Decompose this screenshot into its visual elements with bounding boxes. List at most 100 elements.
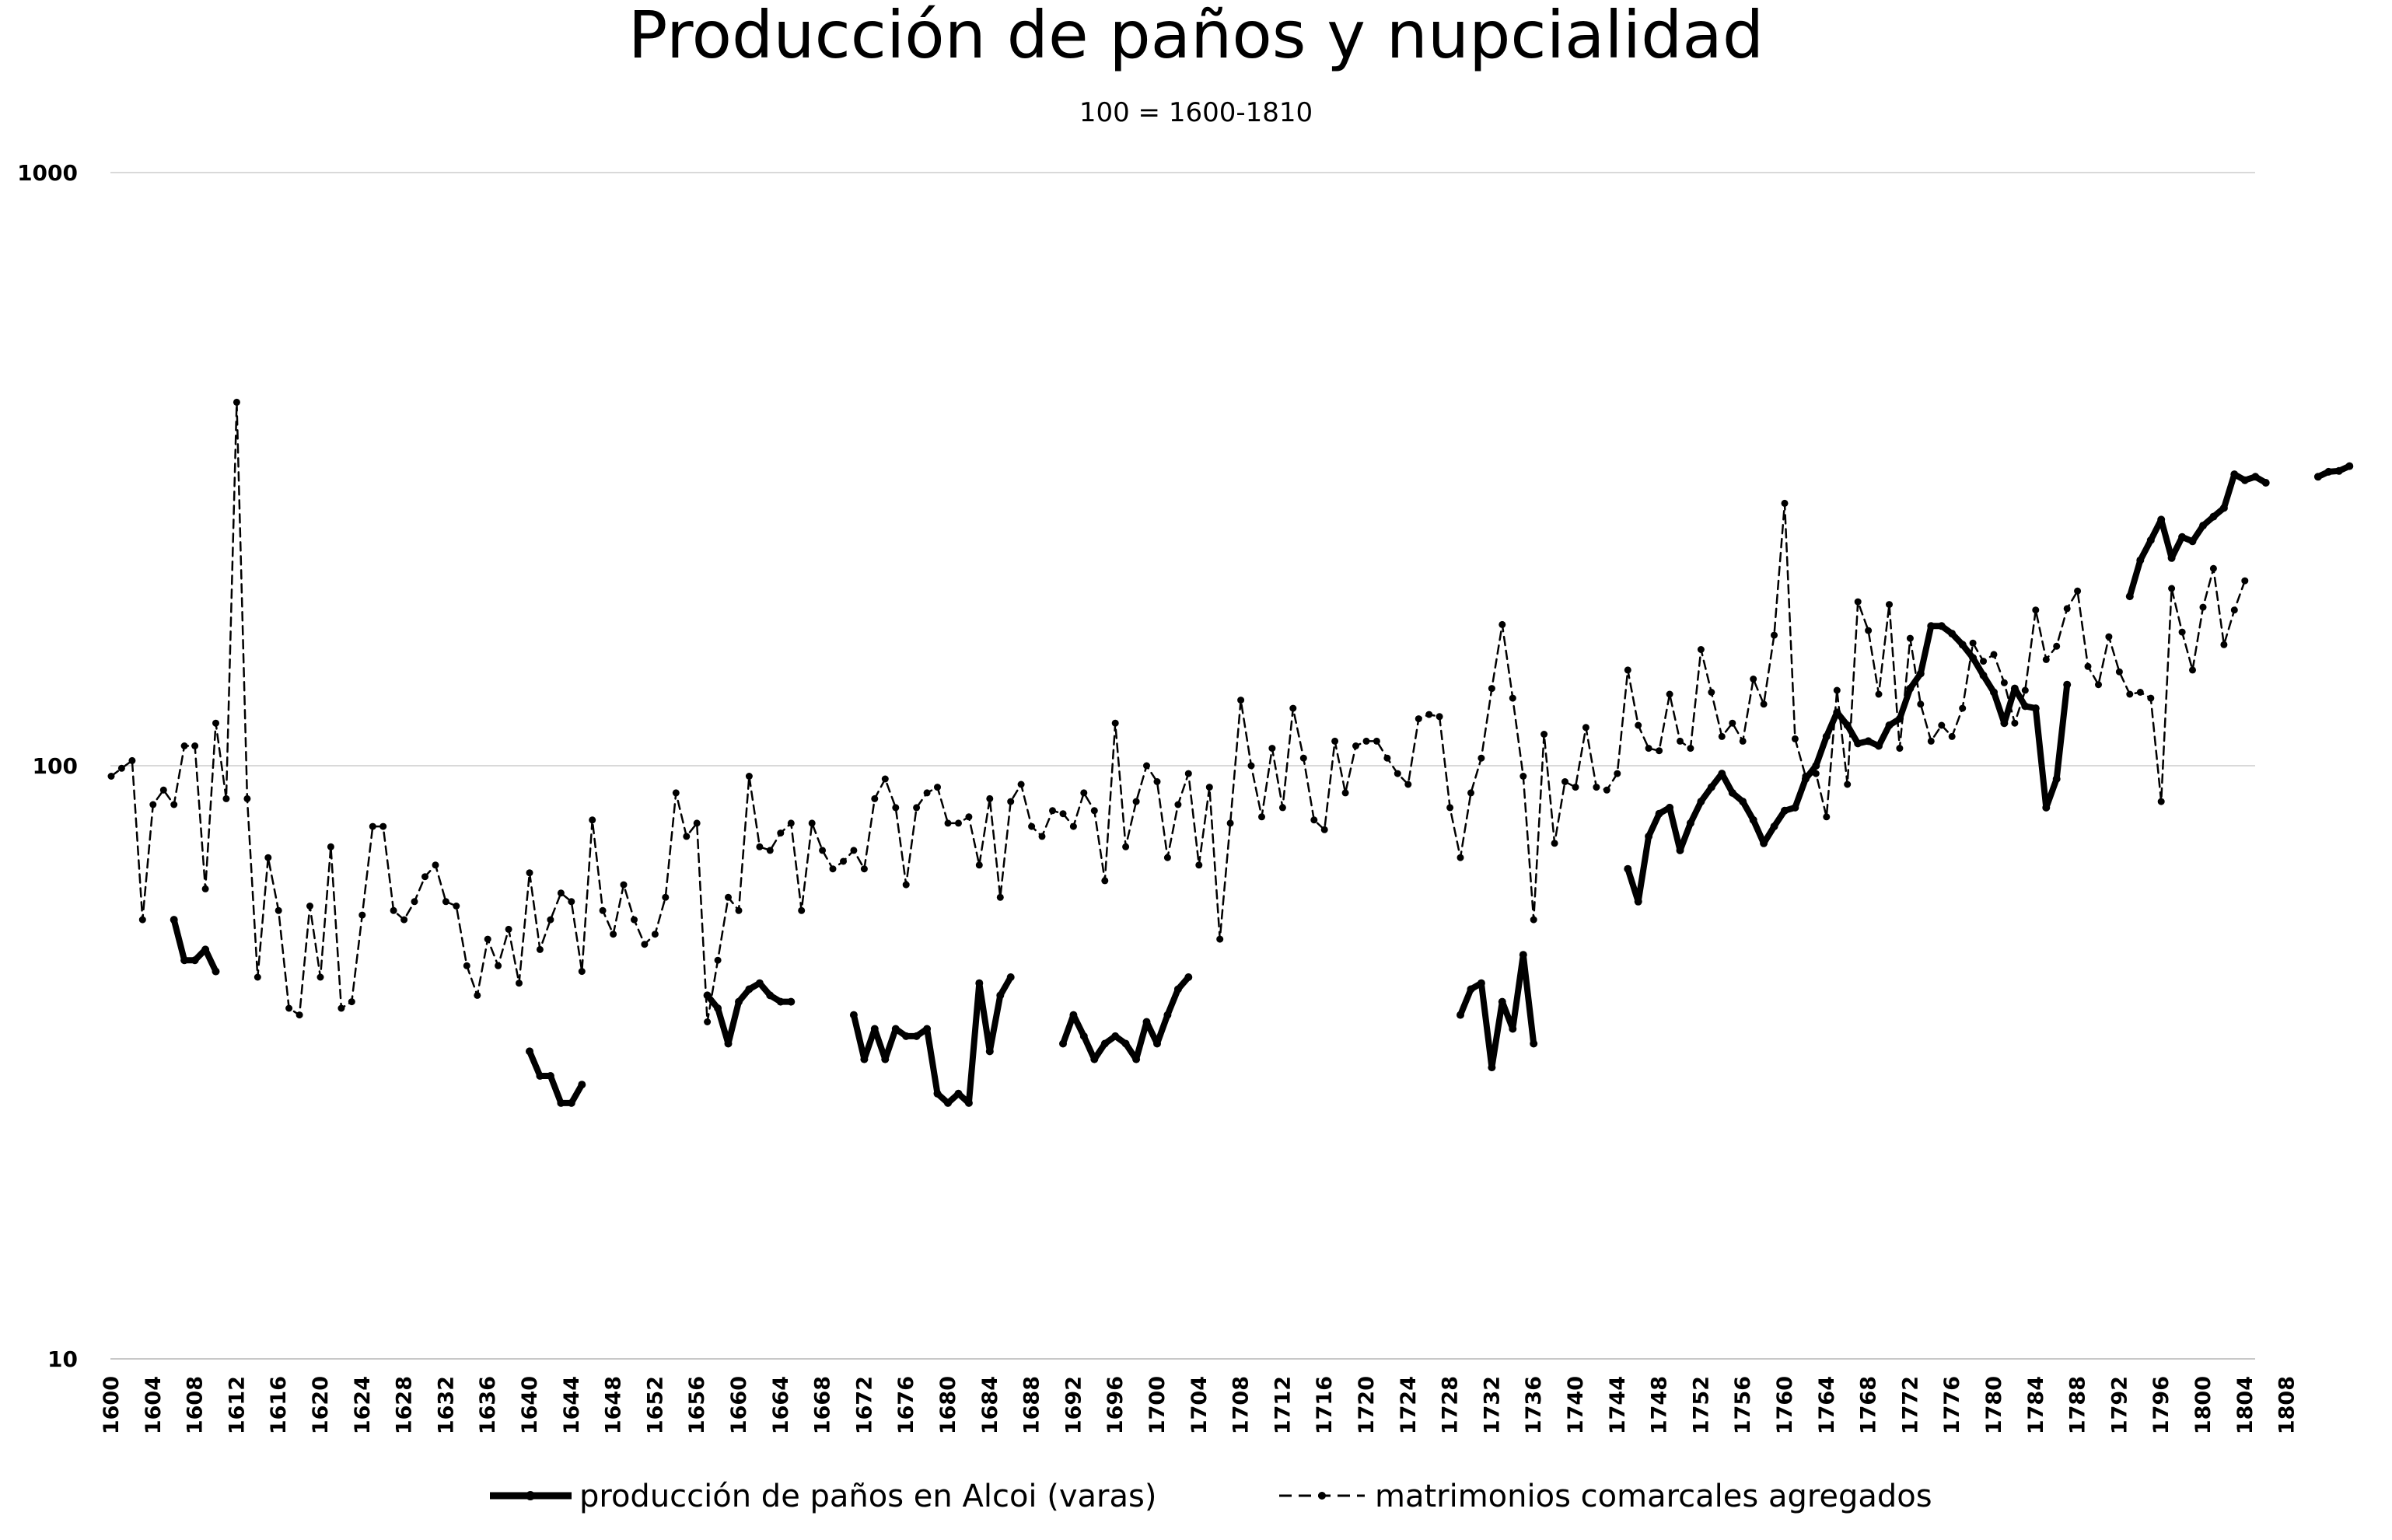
production-point-1759	[1770, 822, 1778, 831]
marriages-point-1632	[442, 898, 449, 906]
marriages-point-1697	[1122, 843, 1130, 850]
marriages-point-1647	[599, 906, 607, 914]
marriages-point-1600	[107, 773, 115, 780]
marriages-point-1642	[547, 916, 554, 924]
production-point-1640	[526, 1047, 533, 1056]
marriages-point-1801	[2209, 564, 2217, 572]
marriages-point-1655	[683, 833, 691, 840]
x-tick-label-1800: 1800	[2191, 1376, 2215, 1434]
marriages-point-1727	[1436, 713, 1443, 721]
marriages-point-1636	[484, 935, 491, 943]
production-point-1756	[1739, 798, 1747, 806]
marriages-point-1758	[1760, 700, 1768, 708]
marriages-point-1672	[860, 865, 868, 873]
marriages-point-1734	[1509, 694, 1516, 702]
production-point-1787	[2063, 680, 2072, 689]
marriages-point-1746	[1635, 721, 1642, 729]
x-tick-label-1640: 1640	[518, 1376, 542, 1434]
marriages-point-1737	[1540, 731, 1548, 738]
legend: producción de paños en Alcoi (varas) mat…	[490, 1479, 1932, 1514]
marriages-point-1771	[1896, 745, 1904, 753]
marriages-point-1798	[2178, 628, 2186, 636]
marriages-point-1708	[1237, 697, 1245, 704]
x-tick-label-1764: 1764	[1815, 1376, 1839, 1434]
marriages-point-1694	[1090, 807, 1098, 815]
x-tick-label-1708: 1708	[1229, 1376, 1254, 1434]
production-point-1799	[2188, 537, 2197, 546]
marriages-point-1629	[411, 898, 418, 906]
marriages-point-1782	[2011, 719, 2019, 727]
legend-marker-marriages	[1318, 1492, 1326, 1500]
production-point-1659	[724, 1039, 733, 1048]
production-point-1804	[2240, 476, 2249, 484]
marriages-point-1686	[1007, 798, 1015, 805]
marriages-point-1716	[1320, 826, 1328, 833]
production-point-1780	[1990, 688, 1998, 697]
marriages-point-1676	[902, 881, 910, 889]
marriages-point-1625	[369, 822, 376, 830]
x-tick-label-1616: 1616	[267, 1376, 291, 1434]
marriages-point-1704	[1195, 861, 1203, 869]
marriages-point-1701	[1163, 854, 1171, 861]
marriages-point-1772	[1906, 634, 1914, 642]
marriages-point-1764	[1823, 813, 1831, 821]
marriages-point-1690	[1049, 807, 1056, 815]
marriages-point-1691	[1059, 810, 1067, 818]
production-point-1681	[954, 1089, 963, 1098]
x-tick-label-1716: 1716	[1313, 1376, 1337, 1434]
marriages-point-1770	[1886, 601, 1893, 609]
marriages-point-1601	[117, 764, 125, 772]
marriages-point-1793	[2126, 690, 2134, 698]
x-tick-label-1700: 1700	[1145, 1376, 1170, 1434]
production-point-1769	[1875, 742, 1883, 750]
marriages-point-1751	[1687, 745, 1694, 753]
production-point-1700	[1153, 1039, 1161, 1048]
marriages-point-1760	[1781, 499, 1789, 507]
marriages-point-1607	[180, 742, 188, 749]
x-tick-label-1628: 1628	[393, 1376, 417, 1434]
marriages-point-1616	[275, 906, 282, 914]
production-point-1695	[1100, 1039, 1109, 1048]
production-point-1678	[923, 1025, 932, 1033]
marriages-point-1755	[1729, 719, 1736, 727]
production-point-1730	[1467, 985, 1475, 993]
x-tick-label-1776: 1776	[1940, 1376, 1964, 1434]
marriages-point-1623	[348, 998, 355, 1006]
marriages-point-1684	[986, 794, 994, 802]
x-tick-label-1680: 1680	[936, 1376, 960, 1434]
production-point-1753	[1707, 783, 1715, 791]
production-point-1752	[1697, 798, 1705, 806]
marriages-point-1741	[1582, 724, 1589, 732]
production-point-1751	[1686, 819, 1694, 827]
x-tick-label-1608: 1608	[184, 1376, 208, 1434]
marriages-point-1618	[296, 1011, 303, 1019]
marriages-point-1728	[1446, 804, 1454, 812]
marriages-point-1617	[285, 1004, 293, 1012]
production-point-1702	[1173, 985, 1182, 993]
x-tick-label-1624: 1624	[351, 1376, 375, 1434]
marriages-point-1682	[965, 813, 973, 821]
marriages-point-1748	[1656, 747, 1663, 755]
marriages-point-1776	[1948, 732, 1956, 740]
production-point-1813	[2334, 466, 2343, 475]
marriages-point-1680	[944, 819, 952, 827]
marriages-point-1688	[1028, 822, 1036, 830]
marriages-point-1626	[379, 822, 387, 830]
production-point-1671	[849, 1011, 858, 1019]
marriages-point-1731	[1478, 754, 1485, 762]
legend-item-marriages: matrimonios comarcales agregados	[1279, 1479, 1932, 1514]
production-point-1755	[1728, 788, 1736, 797]
production-point-1642	[546, 1072, 554, 1080]
marriages-point-1792	[2115, 668, 2123, 676]
series-layer	[107, 398, 2354, 1107]
marriages-point-1763	[1812, 770, 1820, 777]
marriages-point-1689	[1038, 833, 1046, 840]
production-point-1684	[985, 1047, 994, 1056]
marriages-point-1742	[1593, 784, 1600, 791]
marriages-point-1671	[850, 847, 858, 854]
marriages-point-1639	[516, 980, 523, 987]
marriages-point-1659	[725, 893, 732, 901]
marriages-point-1725	[1415, 715, 1422, 723]
marriages-point-1660	[735, 906, 743, 914]
marriages-point-1658	[714, 956, 722, 964]
